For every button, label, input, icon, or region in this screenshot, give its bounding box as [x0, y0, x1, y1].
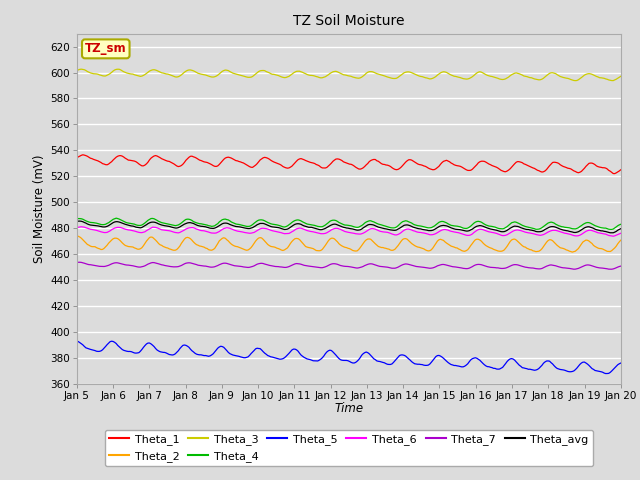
Line: Theta_2: Theta_2 [77, 236, 621, 252]
Theta_5 [73, 338, 81, 344]
Theta_5 [108, 338, 115, 344]
Theta_7 [588, 263, 596, 269]
Theta_6 [264, 226, 271, 232]
Theta_3 [589, 72, 597, 78]
Theta_7 [606, 266, 614, 272]
Theta_3 [73, 68, 81, 73]
Line: Theta_1: Theta_1 [77, 155, 621, 174]
Theta_1 [611, 171, 619, 177]
Title: TZ Soil Moisture: TZ Soil Moisture [293, 14, 404, 28]
Line: Theta_7: Theta_7 [77, 262, 621, 269]
Theta_1 [141, 162, 149, 168]
Theta_2 [235, 244, 243, 250]
Theta_avg [617, 226, 625, 231]
Theta_3 [141, 72, 149, 77]
Theta_2 [73, 233, 81, 239]
Theta_3 [237, 72, 244, 78]
Theta_3 [572, 78, 579, 84]
Theta_3 [255, 69, 262, 74]
Theta_avg [312, 226, 320, 231]
Theta_7 [73, 260, 81, 265]
Theta_2 [568, 249, 576, 255]
Theta_6 [312, 230, 320, 236]
Theta_2 [588, 240, 596, 246]
Theta_2 [262, 240, 270, 246]
Theta_5 [264, 353, 271, 359]
Theta_3 [312, 73, 320, 79]
Theta_6 [237, 229, 244, 235]
Theta_3 [77, 66, 85, 72]
Theta_3 [264, 69, 271, 75]
Theta_6 [255, 227, 262, 233]
Theta_7 [255, 261, 262, 266]
Theta_1 [264, 156, 271, 161]
Theta_4 [237, 222, 244, 228]
Theta_7 [141, 263, 149, 269]
Theta_4 [617, 221, 625, 227]
Theta_2 [617, 237, 625, 243]
Theta_3 [617, 73, 625, 79]
Theta_1 [73, 155, 81, 160]
Theta_4 [73, 216, 81, 222]
Text: TZ_sm: TZ_sm [85, 42, 127, 55]
Theta_5 [141, 343, 149, 348]
Theta_1 [237, 159, 244, 165]
Theta_4 [255, 217, 262, 223]
Theta_2 [140, 243, 147, 249]
Line: Theta_avg: Theta_avg [77, 221, 621, 233]
Theta_5 [312, 358, 320, 364]
Theta_7 [237, 264, 244, 269]
Theta_7 [76, 259, 84, 265]
X-axis label: Time: Time [334, 402, 364, 415]
Theta_4 [588, 221, 596, 227]
Theta_5 [237, 354, 244, 360]
Theta_4 [141, 220, 149, 226]
Theta_5 [602, 371, 609, 376]
Theta_7 [312, 264, 320, 270]
Theta_1 [588, 160, 596, 166]
Theta_7 [617, 263, 625, 269]
Theta_6 [77, 224, 85, 229]
Theta_5 [588, 366, 596, 372]
Theta_avg [237, 224, 244, 230]
Theta_4 [312, 223, 320, 229]
Theta_4 [264, 219, 271, 225]
Theta_6 [73, 225, 81, 230]
Theta_avg [588, 225, 596, 230]
Theta_7 [264, 262, 271, 268]
Theta_1 [255, 159, 262, 165]
Theta_avg [73, 218, 81, 224]
Theta_avg [255, 221, 262, 227]
Y-axis label: Soil Moisture (mV): Soil Moisture (mV) [33, 155, 46, 263]
Theta_avg [264, 222, 271, 228]
Theta_6 [588, 228, 596, 233]
Legend: Theta_1, Theta_2, Theta_3, Theta_4, Theta_5, Theta_6, Theta_7, Theta_avg: Theta_1, Theta_2, Theta_3, Theta_4, Thet… [104, 430, 593, 466]
Line: Theta_3: Theta_3 [77, 69, 621, 81]
Theta_6 [609, 233, 617, 239]
Theta_1 [79, 152, 86, 157]
Theta_1 [617, 167, 625, 173]
Theta_4 [113, 216, 120, 221]
Theta_5 [617, 360, 625, 366]
Line: Theta_5: Theta_5 [77, 341, 621, 373]
Line: Theta_6: Theta_6 [77, 227, 621, 236]
Theta_4 [608, 227, 616, 232]
Theta_avg [606, 230, 614, 236]
Theta_2 [253, 237, 261, 242]
Theta_avg [141, 223, 149, 228]
Theta_1 [312, 162, 320, 168]
Line: Theta_4: Theta_4 [77, 218, 621, 229]
Theta_6 [617, 230, 625, 236]
Theta_5 [255, 346, 262, 351]
Theta_6 [141, 229, 149, 235]
Theta_2 [311, 247, 319, 252]
Theta_avg [76, 218, 84, 224]
